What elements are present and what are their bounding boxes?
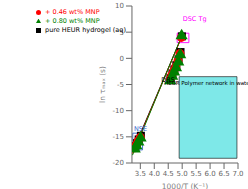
svg-text:5.5: 5.5 [191,170,202,178]
svg-text:3.5: 3.5 [135,170,146,178]
svg-text:NSE: NSE [134,125,147,133]
svg-text:6.0: 6.0 [205,170,216,178]
svg-text:ln τₘₐₓ (s): ln τₘₐₓ (s) [98,66,107,103]
svg-text:DSC Tg: DSC Tg [183,15,207,23]
svg-text:-20: -20 [113,159,124,167]
svg-text:-15: -15 [113,133,124,141]
svg-text:5: 5 [119,29,123,37]
svg-text:10: 10 [115,2,124,10]
svg-text:6.5: 6.5 [218,170,229,178]
svg-text:7.0: 7.0 [232,170,240,178]
svg-text:1000/T (K⁻¹): 1000/T (K⁻¹) [162,182,208,189]
svg-text:HEUR Polymer network in water: HEUR Polymer network in water [164,80,240,87]
svg-text:-5: -5 [117,81,124,89]
svg-text:0: 0 [119,55,123,63]
svg-text:-10: -10 [113,107,124,115]
svg-text:4.0: 4.0 [149,170,160,178]
svg-text:4.5: 4.5 [163,170,174,178]
svg-text:5.0: 5.0 [177,170,188,178]
